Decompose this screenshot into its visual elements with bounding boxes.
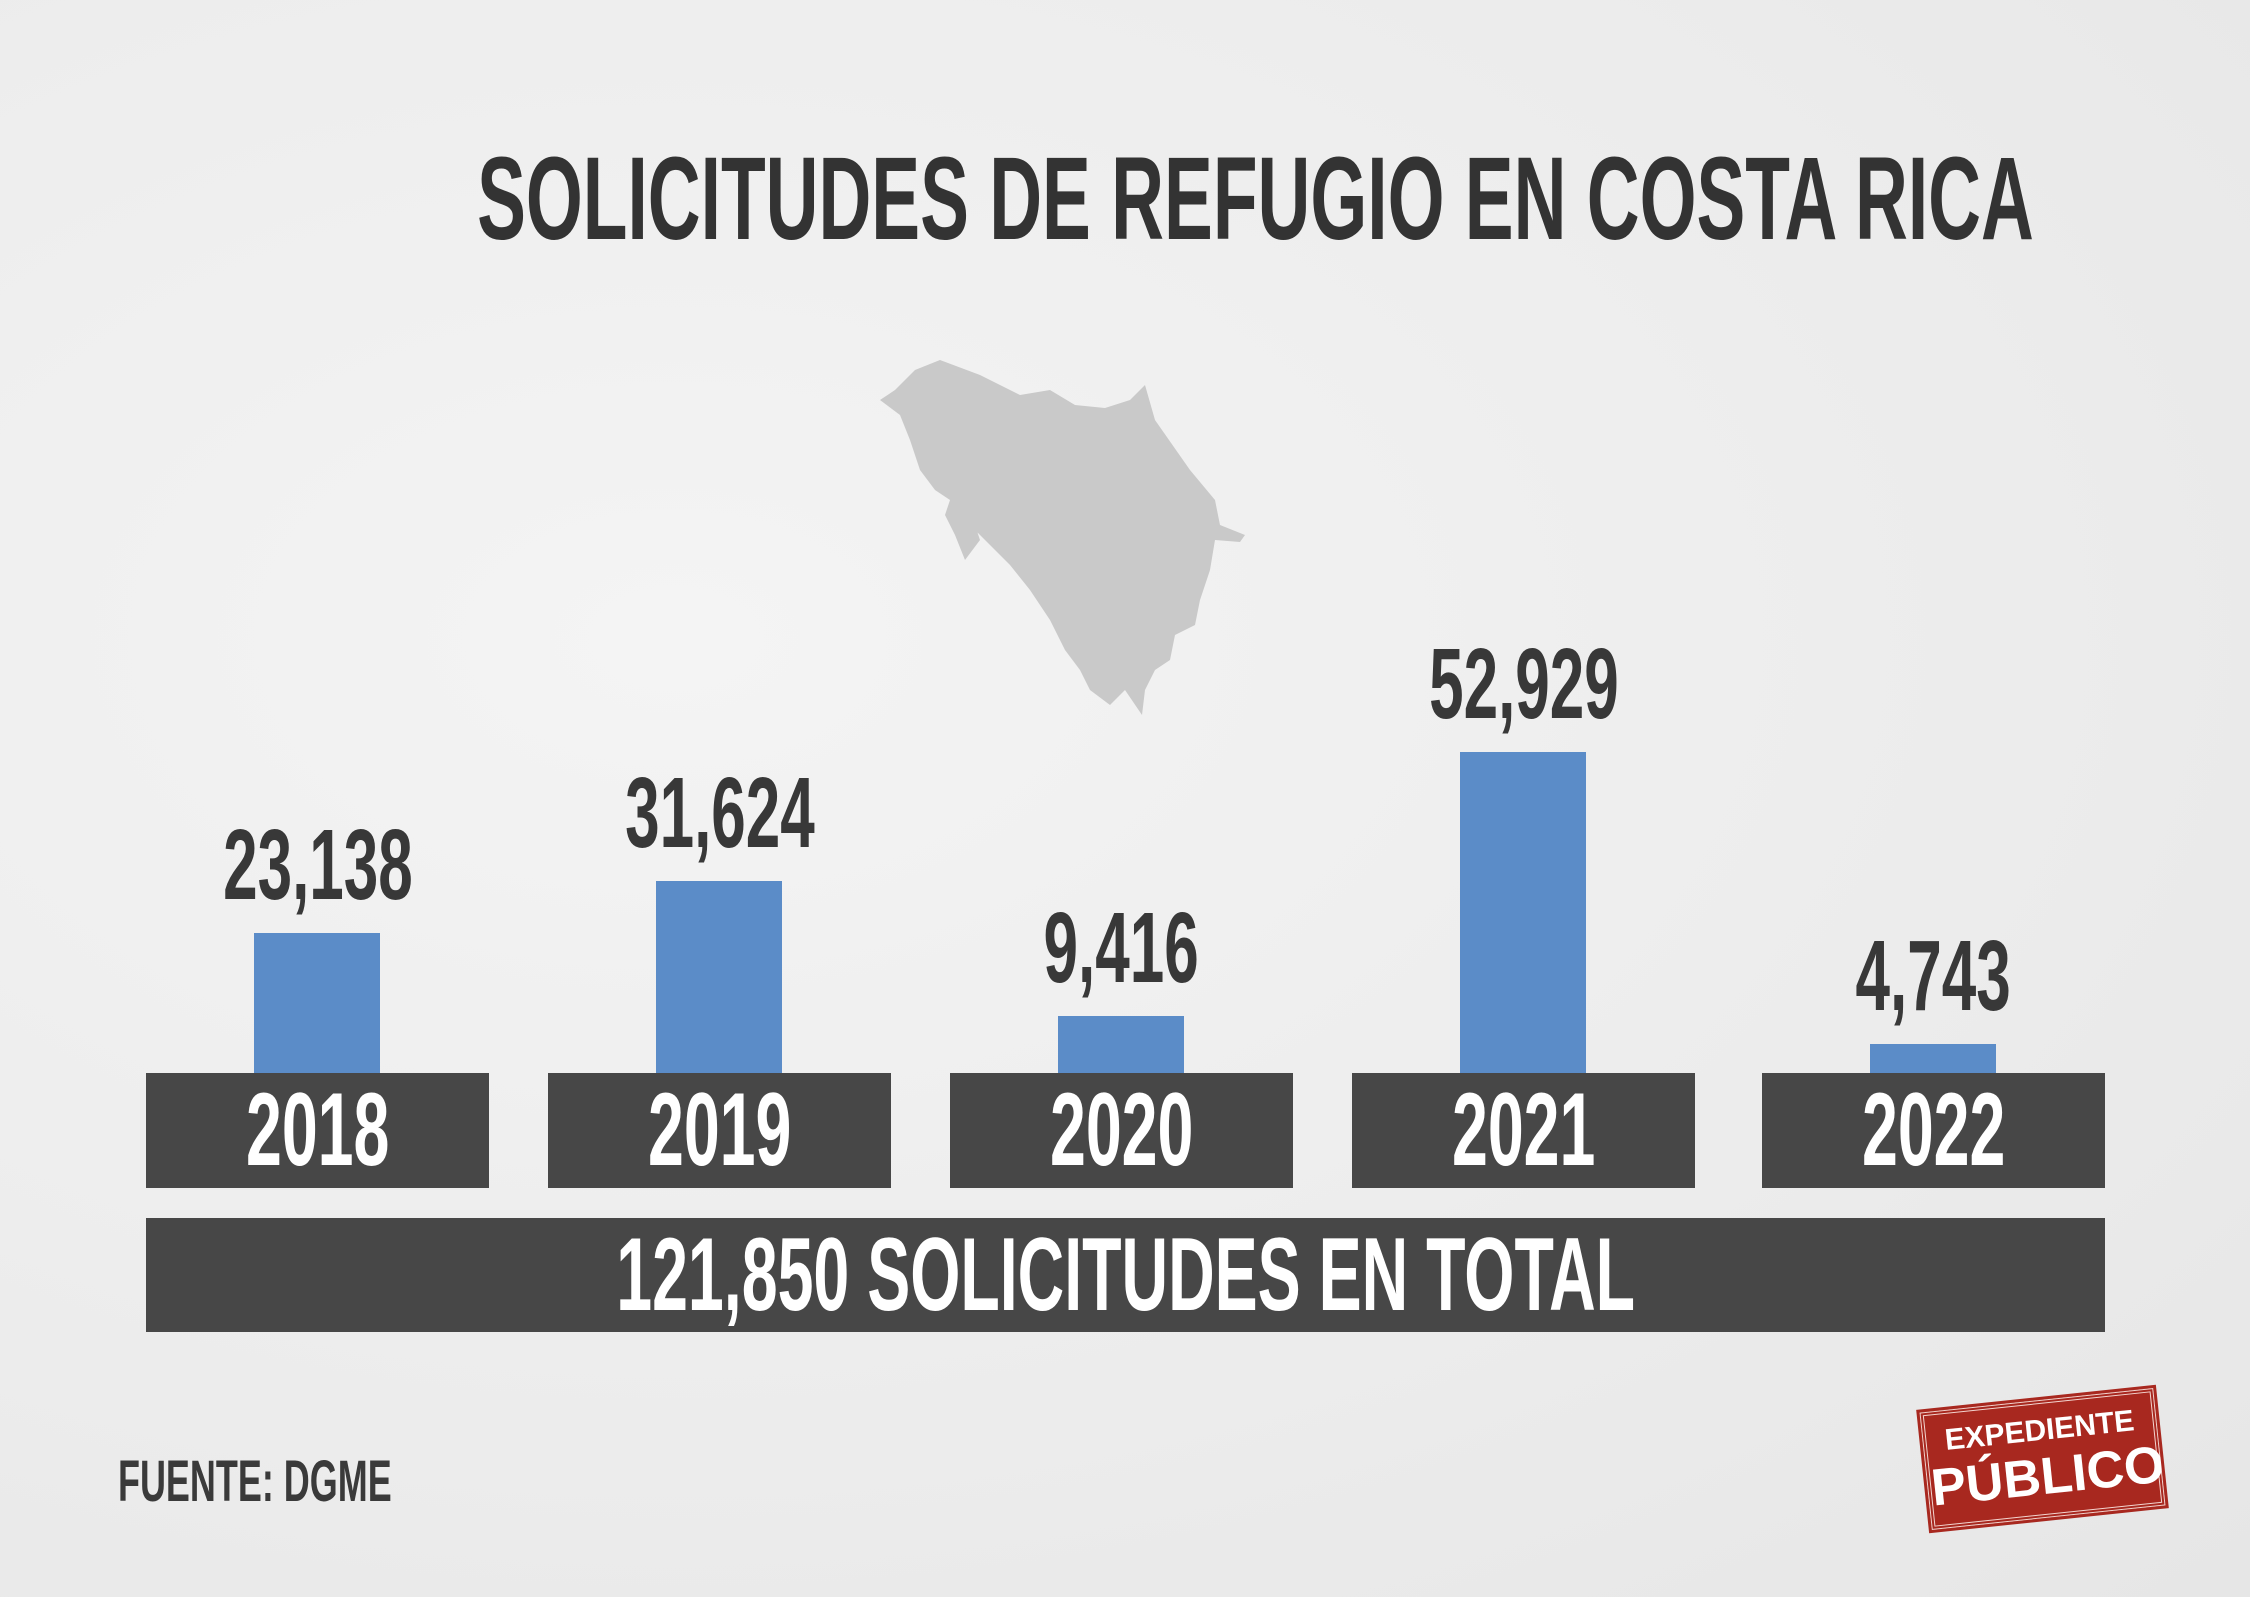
data-label-2021: 52,929 [1428,628,1619,740]
expediente-publico-logo: EXPEDIENTE PÚBLICO [1916,1384,2169,1534]
data-label-2022: 4,743 [1855,920,2012,1033]
bar-2021 [1460,752,1586,1073]
costa-rica-map-icon [880,360,1245,715]
year-label-2022: 2022 [1762,1072,2105,1188]
bar-2019 [656,881,782,1073]
bar-2018 [254,932,380,1073]
bar-2022 [1870,1044,1996,1073]
data-label-2020: 9,416 [1043,891,1200,1004]
data-label-2018: 23,138 [222,808,413,921]
source-note: FUENTE: DGME [118,1449,392,1514]
data-label-2019: 31,624 [624,757,815,870]
year-label-2018: 2018 [146,1072,489,1188]
total-banner: 121,850 SOLICITUDES EN TOTAL [146,1217,2105,1333]
year-label-2020: 2020 [950,1072,1293,1188]
year-label-2019: 2019 [548,1072,891,1188]
year-label-2021: 2021 [1352,1072,1695,1188]
bar-2020 [1058,1015,1184,1073]
chart-title: SOLICITUDES DE REFUGIO EN COSTA RICA [477,133,2034,265]
